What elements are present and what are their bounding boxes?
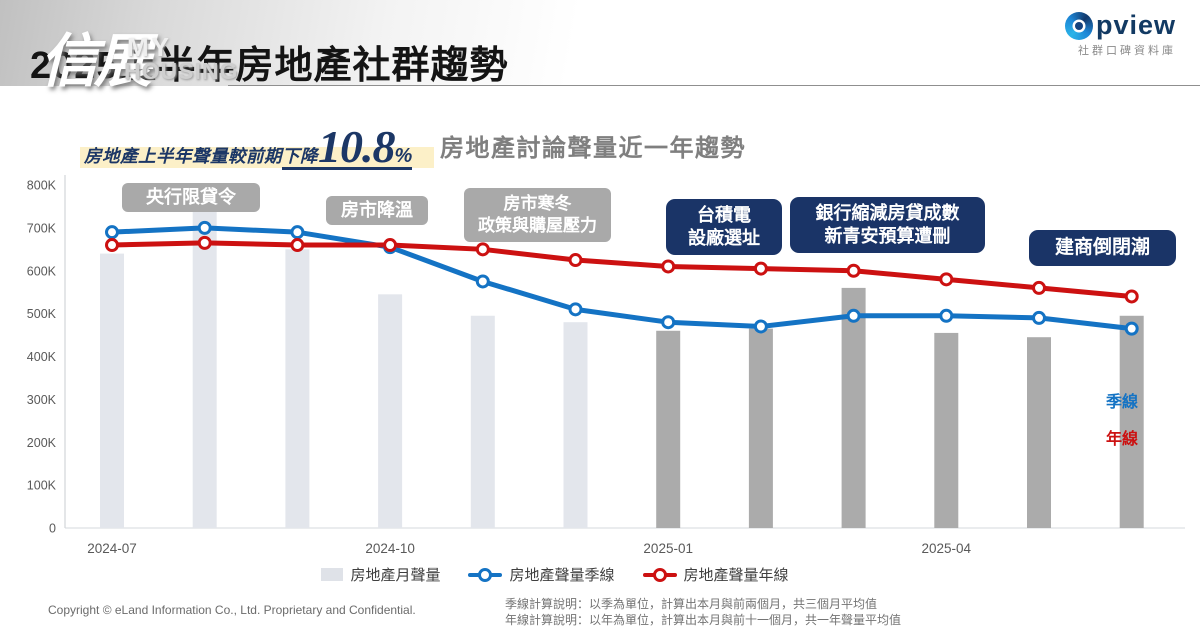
- marker-1-2025-06: [1124, 289, 1139, 304]
- annotation-tsmc-site: 台積電 設廠選址: [666, 199, 782, 256]
- header-divider: [228, 85, 1200, 86]
- annotation-central-bank-lending-cap: 央行限貸令: [122, 183, 260, 213]
- marker-1-2024-08: [197, 235, 212, 250]
- year-line-label: 年線: [1106, 431, 1139, 448]
- legend-item-quarter-line: 房地產聲量季線: [468, 564, 615, 585]
- calculation-notes: 季線計算說明：以季為單位，計算出本月與前兩個月，共三個月平均值 年線計算說明：以…: [505, 596, 901, 628]
- marker-0-2025-06: [1124, 321, 1139, 336]
- y-tick-label: 400K: [27, 350, 57, 364]
- annotation-market-cooling: 房市降溫: [326, 196, 428, 226]
- opview-logo: pview 社群口碑資料庫: [1064, 10, 1176, 58]
- marker-0-2025-04: [939, 308, 954, 323]
- legend-item-year-line: 房地產聲量年線: [642, 564, 789, 585]
- bar-2025-01: [656, 330, 681, 528]
- y-tick-label: 600K: [27, 264, 57, 278]
- kpi-highlight-bar: [80, 147, 434, 168]
- marker-1-2024-07: [105, 238, 119, 253]
- legend-label: 房地產聲量季線: [509, 567, 615, 584]
- x-tick-label: 2025-04: [922, 541, 972, 556]
- marker-1-2025-05: [1032, 280, 1046, 295]
- legend-label: 房地產聲量年線: [683, 567, 789, 584]
- marker-0-2025-02: [753, 319, 768, 334]
- marker-0-2024-11: [475, 274, 490, 289]
- marker-0-2024-08: [197, 220, 212, 235]
- marker-0-2024-12: [568, 302, 583, 317]
- chart-title: 房地產討論聲量近一年趨勢: [440, 135, 746, 162]
- kpi-drop-word: 下降: [282, 146, 318, 166]
- marker-0-2024-09: [290, 225, 305, 240]
- opview-wordmark: pview: [1095, 10, 1176, 40]
- opview-o-icon: [1064, 11, 1093, 40]
- chart-legend: 房地產月聲量 房地產聲量季線 房地產聲量年線: [0, 564, 1110, 585]
- annotation-builder-closures: 建商倒閉潮: [1029, 230, 1177, 267]
- y-tick-label: 700K: [27, 221, 57, 235]
- bar-2024-10: [378, 294, 403, 528]
- bar-2025-05: [1027, 337, 1051, 528]
- kpi-prefix: 房地產上半年聲量較前期: [84, 146, 282, 166]
- kpi-statement: 房地產上半年聲量較前期下降10.8%: [84, 120, 413, 173]
- bar-2024-09: [285, 249, 310, 528]
- my-housing-calligraphy-logo: 信展: [40, 27, 152, 95]
- copyright-text: Copyright © eLand Information Co., Ltd. …: [48, 603, 416, 617]
- page-title: 2025上半年房地產社群趨勢: [30, 45, 509, 87]
- y-tick-label: 0: [49, 522, 56, 536]
- quarter-line-icon: [468, 572, 503, 577]
- bar-2025-03: [841, 287, 866, 528]
- y-tick-label: 100K: [27, 479, 57, 493]
- bar-2025-06: [1119, 315, 1144, 528]
- marker-0-2025-03: [846, 308, 861, 323]
- opview-tagline: 社群口碑資料庫: [1078, 45, 1176, 57]
- marker-1-2024-10: [383, 238, 398, 253]
- bar-2025-04: [934, 332, 959, 528]
- year-line-note: 年線計算說明：以年為單位，計算出本月與前十一個月，共一年聲量平均值: [505, 613, 902, 627]
- marker-1-2025-04: [939, 272, 954, 287]
- marker-1-2025-01: [661, 259, 676, 274]
- marker-0-2024-07: [105, 225, 119, 240]
- legend-item-monthly-volume: 房地產月聲量: [321, 564, 440, 585]
- year-line-icon: [642, 572, 677, 577]
- bar-2024-11: [470, 315, 495, 528]
- annotation-housing-winter: 房市寒冬 政策與購屋壓力: [464, 188, 611, 242]
- marker-0-2025-01: [661, 315, 676, 330]
- x-tick-label: 2025-01: [643, 541, 693, 556]
- annotation-bank-mortgage-cut: 銀行縮減房貸成數 新青安預算遭刪: [790, 197, 985, 254]
- y-tick-label: 300K: [27, 393, 57, 407]
- kpi-percent-sign: %: [394, 145, 413, 167]
- bar-2024-12: [563, 322, 588, 528]
- marker-1-2024-11: [475, 242, 490, 257]
- marker-0-2025-05: [1032, 310, 1046, 325]
- marker-1-2025-02: [753, 261, 768, 276]
- line-series-0: [109, 225, 1135, 332]
- bar-2025-02: [748, 328, 773, 528]
- y-tick-label: 800K: [27, 179, 57, 193]
- marker-1-2025-03: [846, 263, 861, 278]
- legend-label: 房地產月聲量: [350, 567, 441, 584]
- line-series-1: [109, 240, 1135, 299]
- my-housing-logo-housing: HOUSING: [124, 58, 239, 84]
- bar-2024-07: [100, 253, 124, 528]
- bar-swatch-icon: [321, 568, 344, 581]
- y-tick-label: 200K: [27, 436, 57, 450]
- kpi-underlined-group: 下降10.8%: [282, 121, 413, 172]
- my-housing-logo-my: MY: [127, 32, 172, 62]
- x-tick-label: 2024-07: [87, 541, 137, 556]
- y-tick-label: 500K: [27, 307, 57, 321]
- quarter-line-label: 季線: [1106, 394, 1139, 411]
- bar-2024-08: [192, 210, 217, 528]
- marker-1-2024-12: [568, 253, 583, 268]
- marker-1-2024-09: [290, 238, 305, 253]
- kpi-drop-value: 10.8: [318, 121, 395, 172]
- header-gradient-band: [0, 0, 695, 86]
- quarter-line-note: 季線計算說明：以季為單位，計算出本月與前兩個月，共三個月平均值: [505, 597, 878, 611]
- x-tick-label: 2024-10: [365, 541, 415, 556]
